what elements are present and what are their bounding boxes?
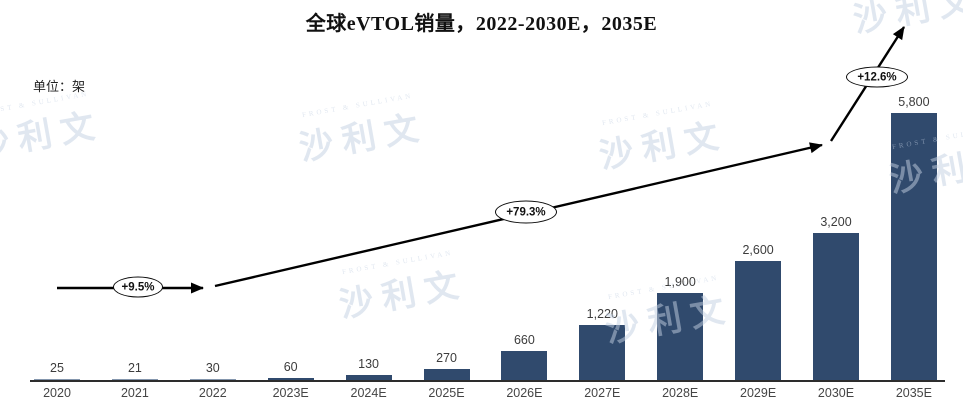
growth-rate-pill: +12.6% [846,66,908,88]
bar-2028E [657,293,704,381]
bar-2030E [813,233,859,381]
x-tick-label: 2021 [120,386,149,400]
bar-2025E [423,368,470,381]
bar-2027E [579,324,626,381]
bar-2029E [735,260,782,381]
chart-title: 全球eVTOL销量，2022-2030E，2035E [305,13,658,35]
x-tick-label: 2029E [740,386,777,400]
bar-value-label: 25 [50,361,64,375]
x-tick-label: 2025E [428,386,465,400]
bar-2023E [267,378,314,381]
x-tick-label: 2024E [350,386,387,400]
bar-value-label: 5,800 [898,95,930,109]
bar-value-label: 130 [358,356,380,371]
x-tick-label: 2022 [198,386,227,400]
bar-value-label: 1,220 [586,306,618,321]
bar-2026E [501,350,548,381]
growth-rate-pill: +79.3% [495,200,557,224]
x-tick-label: 2020 [43,386,71,400]
bar-2035E [890,113,937,381]
x-tick-label: 2027E [584,386,621,400]
x-axis-line [30,380,945,382]
growth-rate-pill: +9.5% [113,276,163,298]
x-tick-label: 2023E [272,386,309,400]
bar-value-label: 21 [127,361,142,375]
bar-value-label: 60 [283,360,298,375]
x-tick-label: 2028E [662,386,699,400]
bar-value-label: 3,200 [820,215,852,230]
unit-label: 单位：架 [33,79,86,94]
x-tick-label: 2026E [506,386,543,400]
x-tick-label: 2035E [895,386,932,400]
bar-2024E [345,374,392,381]
bar-value-label: 2,600 [742,242,774,257]
bar-value-label: 660 [513,332,535,347]
bar-value-label: 270 [436,350,457,365]
bar-value-label: 30 [205,361,220,375]
x-tick-label: 2030E [817,386,855,400]
bar-value-label: 1,900 [664,275,696,290]
